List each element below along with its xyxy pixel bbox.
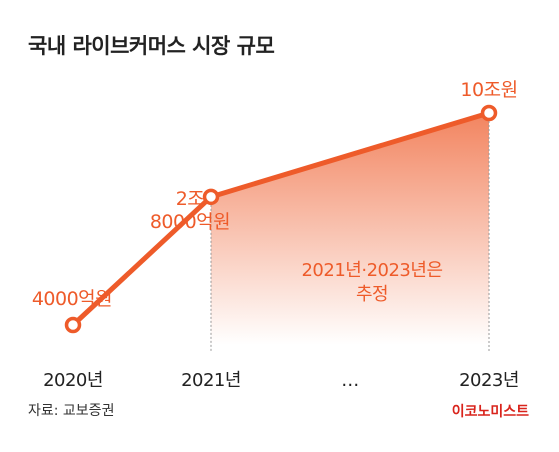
- x-tick-label-1: 2021년: [181, 370, 241, 391]
- brand-logo: 이코노미스트: [451, 404, 529, 420]
- value-label-0-0: 4000억원: [32, 288, 112, 310]
- x-tick-label-3: 2023년: [459, 370, 519, 391]
- annotation-line-0: 2021년·2023년은: [301, 260, 442, 281]
- annotation-line-1: 추정: [356, 284, 388, 305]
- data-point-1: [202, 188, 220, 206]
- source-note: 자료: 교보증권: [28, 403, 115, 419]
- x-tick-label-2: …: [341, 370, 359, 391]
- value-label-1-0: 2조: [176, 188, 205, 210]
- x-tick-label-0: 2020년: [43, 370, 103, 391]
- value-label-1-1: 8000억원: [150, 211, 230, 233]
- value-label-3-0: 10조원: [460, 79, 517, 101]
- data-point-0: [64, 316, 82, 334]
- estimate-area: [211, 113, 489, 345]
- data-point-2: [480, 104, 498, 122]
- chart-title: 국내 라이브커머스 시장 규모: [28, 34, 275, 58]
